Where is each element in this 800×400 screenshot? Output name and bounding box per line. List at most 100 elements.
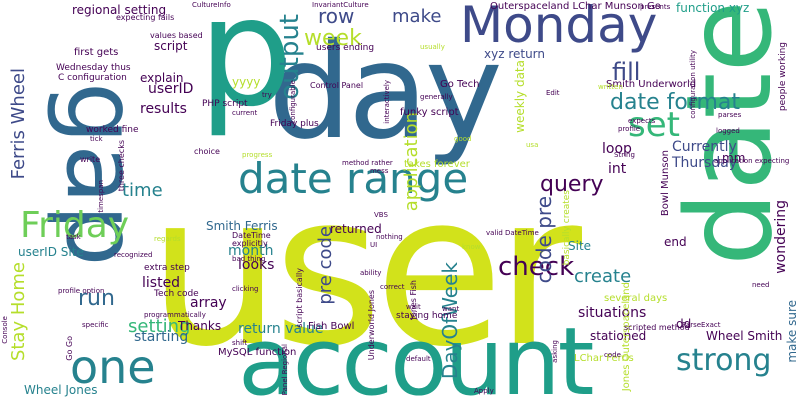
word: user [148,148,582,393]
word: DateTime [232,231,271,240]
word: application expecting [714,157,790,165]
word: Thursday [672,155,738,171]
word: row [318,4,355,28]
word: generally [420,93,453,101]
word: task [66,233,81,241]
word: Smith Underworld [606,79,697,90]
word: correct [380,283,405,291]
word: weekly data [513,60,527,133]
word: logged [716,127,740,135]
word: expects [628,117,656,125]
word: xyz return [484,47,546,61]
word: Wheel Jones [24,383,98,397]
word: usa [526,141,539,149]
word: VBS [374,211,388,219]
word: Thanks [178,319,222,333]
word: C configuration [58,73,127,83]
word: timespan [97,180,105,213]
word: Edit [546,89,560,97]
word: userID Site [18,245,84,259]
word: nothing [376,233,403,241]
word: takes forever [404,159,470,170]
word: configurable [289,80,297,124]
word: explicitly [232,239,268,248]
word: strong [676,343,772,378]
word: yyyy [232,75,261,89]
word: Fish Bowl [308,321,355,332]
word: run [78,286,115,311]
word: choice [194,147,220,156]
word: specific [82,321,109,329]
word: profile [618,125,641,133]
word: Friday [20,205,130,246]
word: staying home [396,311,458,321]
word: method rather [342,159,393,167]
word: parses [718,111,742,119]
word: mess [370,167,389,175]
word: Stay Home [8,262,29,362]
word: userID [148,81,194,97]
word: regards [154,235,181,243]
word: results [140,101,187,117]
word: Console [1,316,9,344]
word: extra step [144,263,190,273]
word: valid DateTime [486,229,539,237]
word: clicking [232,285,259,293]
word: code pre [532,196,556,284]
word: function xyz [676,1,750,15]
word: script basically [295,268,304,328]
word: asking [551,340,559,363]
word: day [268,15,503,169]
word: values based [150,31,203,40]
word: people working [778,42,788,112]
word: check [498,252,575,282]
word: make [392,6,442,27]
word: query [540,172,604,197]
word: Monday [460,0,658,54]
word: written [598,83,623,91]
word: funky script [400,107,459,118]
word: Panel Regional [281,344,289,396]
word: looks [238,257,275,273]
word: Outerspaceland LChar Munson Go [490,1,661,12]
word: gap [44,82,158,267]
word: make sure [785,300,799,363]
word: script [154,39,188,53]
word: users ending [316,43,375,53]
word: PHP script [202,99,248,109]
word: wondering [773,200,789,274]
word: date format [610,90,741,115]
word: write [80,155,101,164]
word: programmatically [144,311,206,319]
word: Bowl Munson [660,150,671,217]
word: CultureInfo [192,1,231,9]
word: int [608,161,627,177]
word: tick [90,135,103,143]
word: dd [676,317,692,331]
word: Wednesday thus [56,63,131,73]
word: LChar Ferris [574,353,634,364]
word: code [604,351,621,359]
word: profile option [58,287,105,295]
word: first gets [74,47,119,58]
word: return value [238,321,324,337]
word: p [198,0,294,140]
word: bad thing [232,255,266,263]
word: array [190,295,227,311]
word: time [122,180,163,201]
word: scripted method [624,323,690,332]
word: set [628,105,680,145]
word: worked fine [86,125,139,135]
word: UI [370,241,378,249]
word: current [232,109,258,117]
word: month [228,243,274,259]
word: starting [134,329,189,345]
word: good [454,135,472,143]
word: configuration utility [689,50,697,119]
word: returned [330,222,382,236]
word: basically creates [562,190,572,266]
word: shift [232,339,248,347]
word: Tech code [154,289,199,299]
word: ability [360,269,382,277]
